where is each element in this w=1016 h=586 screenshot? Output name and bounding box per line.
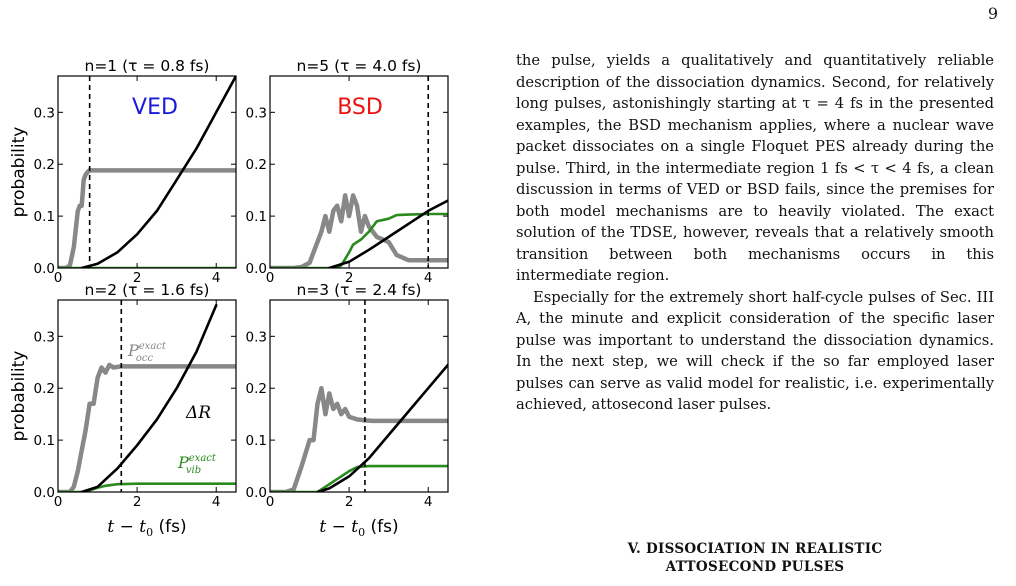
x-axis-label: t − t0 (fs)	[107, 517, 186, 539]
figure: 0.0 0.1 0.2 0.3 0 2 4 n=1 (τ = 0.8 fs) 0.0 0.1 0.2…	[9, 57, 449, 539]
y-tick-label: 0.3	[246, 329, 267, 345]
y-tick-label: 0.1	[34, 433, 55, 449]
chart-panel-3: 0.0 0.1 0.2 0.3 0 2 4 n=2 (τ = 1.6 fs)	[34, 281, 237, 510]
series-line-dr	[80, 303, 218, 492]
series-line-dr	[316, 363, 448, 492]
label-bsd: BSD	[337, 95, 383, 120]
series-line-dr	[327, 199, 448, 268]
y-tick-label: 0.1	[246, 433, 267, 449]
y-tick-label: 0.0	[246, 485, 267, 501]
x-tick-label: 2	[133, 494, 142, 510]
label-p-occ: Pexact occ	[127, 341, 167, 364]
section-title-line-1: V. DISSOCIATION IN REALISTIC	[627, 541, 883, 557]
y-axis-label: probability	[9, 127, 29, 218]
y-tick-label: 0.2	[34, 381, 55, 397]
chart-title: n=3 (τ = 2.4 fs)	[297, 281, 422, 299]
y-tick-label: 0.3	[34, 329, 55, 345]
y-axis-label: probability	[9, 351, 29, 442]
y-tick-label: 0.0	[34, 261, 55, 277]
label-p-vib: Pexact vib	[177, 453, 217, 476]
chart-panel-4: 0.0 0.1 0.2 0.3 0 2 4 n=3 (τ = 2.4 fs)	[246, 281, 449, 510]
paragraph-1: the pulse, yields a qualitatively and qu…	[516, 52, 994, 284]
plot-frame	[57, 299, 237, 493]
y-tick-label: 0.2	[246, 157, 267, 173]
x-tick-label: 0	[266, 494, 275, 510]
y-tick-label: 0.0	[34, 485, 55, 501]
chart-panel-1: 0.0 0.1 0.2 0.3 0 2 4 n=1 (τ = 0.8 fs)	[34, 57, 237, 286]
y-tick-label: 0.3	[34, 105, 55, 121]
x-tick-label: 2	[345, 270, 354, 286]
y-tick-label: 0.1	[246, 209, 267, 225]
x-tick-label: 2	[133, 270, 142, 286]
paragraph-2: Especially for the extremely short half-…	[516, 288, 994, 414]
chart-title: n=1 (τ = 0.8 fs)	[85, 57, 210, 75]
section-title: V. DISSOCIATION IN REALISTIC ATTOSECOND …	[516, 540, 994, 576]
x-tick-label: 4	[424, 494, 433, 510]
x-tick-label: 2	[345, 494, 354, 510]
section-title-line-2: ATTOSECOND PULSES	[665, 559, 845, 575]
y-tick-label: 0.1	[34, 209, 55, 225]
x-tick-label: 4	[424, 270, 433, 286]
x-tick-label: 4	[212, 494, 221, 510]
plot-frame	[57, 75, 237, 269]
x-axis-label: t − t0 (fs)	[319, 517, 398, 539]
plot-frame	[269, 299, 449, 493]
x-tick-label: 4	[212, 270, 221, 286]
page-number: 9	[987, 4, 998, 23]
y-tick-label: 0.0	[246, 261, 267, 277]
label-delta-r: ΔR	[185, 403, 211, 423]
x-tick-label: 0	[266, 270, 275, 286]
y-tick-label: 0.2	[246, 381, 267, 397]
series-line-occ	[58, 168, 236, 268]
y-tick-label: 0.3	[246, 105, 267, 121]
chart-title: n=2 (τ = 1.6 fs)	[85, 281, 210, 299]
label-ved: VED	[132, 95, 178, 120]
series-line-occ	[270, 385, 448, 492]
series-line-dr	[80, 76, 236, 268]
chart-panel-2: 0.0 0.1 0.2 0.3 0 2 4 n=5 (τ = 4.0 fs)	[246, 57, 449, 286]
body-text: the pulse, yields a qualitatively and qu…	[516, 50, 994, 416]
x-tick-label: 0	[54, 494, 63, 510]
series-line-occ	[270, 193, 448, 268]
y-tick-label: 0.2	[34, 157, 55, 173]
plot-frame	[269, 75, 449, 269]
x-tick-label: 0	[54, 270, 63, 286]
chart-title: n=5 (τ = 4.0 fs)	[297, 57, 422, 75]
series-line-occ	[58, 362, 236, 492]
